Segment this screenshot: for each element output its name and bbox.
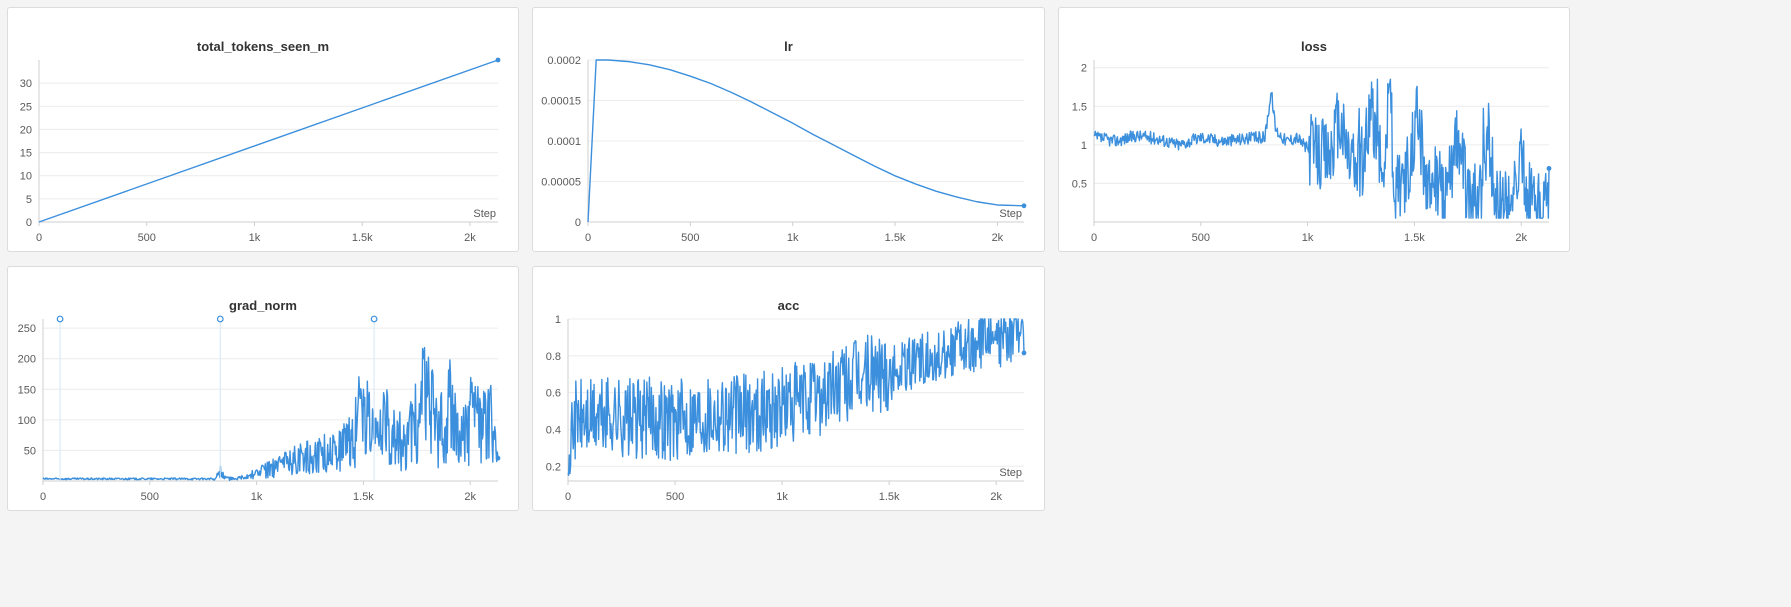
- y-tick-label: 1: [555, 314, 561, 326]
- y-tick-label: 0.0001: [547, 136, 581, 148]
- y-tick-label: 15: [20, 148, 32, 160]
- y-tick-label: 25: [20, 101, 32, 113]
- y-tick-label: 0.00015: [541, 96, 581, 108]
- chart-svg-lr: 0 0.00005 0.0001 0.00015 0.0002 0 500 1k 1.5k 2k S…: [541, 55, 1027, 244]
- chart-title: lr: [784, 39, 793, 54]
- chart-svg-grad: 50 100 150 200 250 0 500 1k 1.5k 2k: [18, 315, 501, 503]
- y-tick-label: 1: [1081, 140, 1087, 152]
- y-tick-label: 100: [18, 415, 36, 427]
- x-tick-label: 500: [666, 491, 684, 503]
- x-tick-label: 1.5k: [885, 232, 906, 244]
- outlier-point: [370, 315, 378, 323]
- series-end-point: [1546, 166, 1552, 171]
- x-tick-label: 500: [681, 232, 699, 244]
- x-tick-label: 1.5k: [1404, 232, 1425, 244]
- series-line: [42, 346, 499, 482]
- x-tick-label: 500: [141, 491, 159, 503]
- y-tick-label: 0.8: [546, 351, 561, 363]
- x-tick-label: 1k: [249, 232, 261, 244]
- x-tick-label: 0: [40, 491, 46, 503]
- x-tick-label: 1k: [1302, 232, 1314, 244]
- outlier-point: [56, 315, 64, 323]
- x-tick-label: 1k: [776, 491, 788, 503]
- x-tick-label: 2k: [992, 232, 1004, 244]
- series-line: [1093, 78, 1550, 219]
- series-line: [567, 318, 1025, 476]
- y-tick-label: 250: [18, 323, 36, 335]
- x-tick-label: 0: [1091, 232, 1097, 244]
- x-tick-label: 0: [585, 232, 591, 244]
- x-tick-label: 2k: [464, 491, 476, 503]
- chart-panel-acc: acc 0.2 0.4 0.6 0.8 1 0 500 1k 1.5k 2k Step: [532, 266, 1045, 511]
- x-tick-label: 2k: [1515, 232, 1527, 244]
- y-tick-label: 150: [18, 384, 36, 396]
- y-tick-label: 0.6: [546, 388, 561, 400]
- x-tick-label: 1.5k: [353, 491, 374, 503]
- chart-title: acc: [777, 298, 800, 313]
- chart-title: total_tokens_seen_m: [196, 39, 330, 54]
- y-tick-label: 0.5: [1072, 178, 1087, 190]
- series-end-point: [495, 455, 501, 461]
- y-tick-label: 30: [20, 78, 32, 90]
- y-tick-label: 20: [20, 124, 32, 136]
- x-tick-label: 2k: [464, 232, 476, 244]
- series-end-point: [1021, 203, 1027, 209]
- y-tick-label: 1.5: [1072, 101, 1087, 113]
- x-tick-label: 0: [36, 232, 42, 244]
- x-axis-label: Step: [999, 208, 1022, 220]
- y-tick-label: 0: [26, 217, 32, 229]
- x-tick-label: 1k: [251, 491, 263, 503]
- y-tick-label: 50: [24, 445, 36, 457]
- x-axis-label: Step: [999, 467, 1022, 479]
- series-end-point: [1021, 350, 1027, 356]
- chart-svg-acc: 0.2 0.4 0.6 0.8 1 0 500 1k 1.5k 2k Step: [546, 314, 1027, 503]
- y-tick-label: 200: [18, 354, 36, 366]
- chart-svg-tokens: 0 5 10 15 20 25 30 0 500 1k 1.5k 2k Step: [20, 57, 501, 244]
- x-tick-label: 1.5k: [352, 232, 373, 244]
- x-tick-label: 500: [138, 232, 156, 244]
- outlier-point: [216, 315, 224, 323]
- y-tick-label: 0.4: [546, 424, 561, 436]
- chart-panel-loss: loss 0.5 1 1.5 2 0 500 1k 1.5k 2k: [1058, 7, 1570, 252]
- x-tick-label: 1.5k: [879, 491, 900, 503]
- chart-panel-lr: lr 0 0.00005 0.0001 0.00015 0.0002 0 500 1k 1.5k…: [532, 7, 1045, 252]
- x-tick-label: 0: [565, 491, 571, 503]
- y-tick-label: 0: [575, 217, 581, 229]
- x-tick-label: 500: [1192, 232, 1210, 244]
- y-tick-label: 2: [1081, 63, 1087, 75]
- y-tick-label: 0.00005: [541, 177, 581, 189]
- x-tick-label: 2k: [990, 491, 1002, 503]
- y-tick-label: 5: [26, 194, 32, 206]
- chart-panel-tokens: total_tokens_seen_m 0 5 10 15 20 25 30 0 500 1k 1.…: [7, 7, 519, 252]
- series-end-point: [495, 57, 501, 63]
- chart-title: loss: [1300, 39, 1327, 54]
- chart-svg-loss: 0.5 1 1.5 2 0 500 1k 1.5k 2k: [1072, 60, 1552, 244]
- y-tick-label: 10: [20, 171, 32, 183]
- y-tick-label: 0.2: [546, 461, 561, 473]
- chart-panel-grad: grad_norm 50 100 150 200 250 0 500 1k 1.5k 2k: [7, 266, 519, 511]
- series-line: [38, 59, 499, 223]
- x-tick-label: 1k: [787, 232, 799, 244]
- chart-title: grad_norm: [229, 298, 297, 313]
- y-tick-label: 0.0002: [547, 55, 581, 67]
- series-line: [587, 59, 1025, 223]
- x-axis-label: Step: [473, 208, 496, 220]
